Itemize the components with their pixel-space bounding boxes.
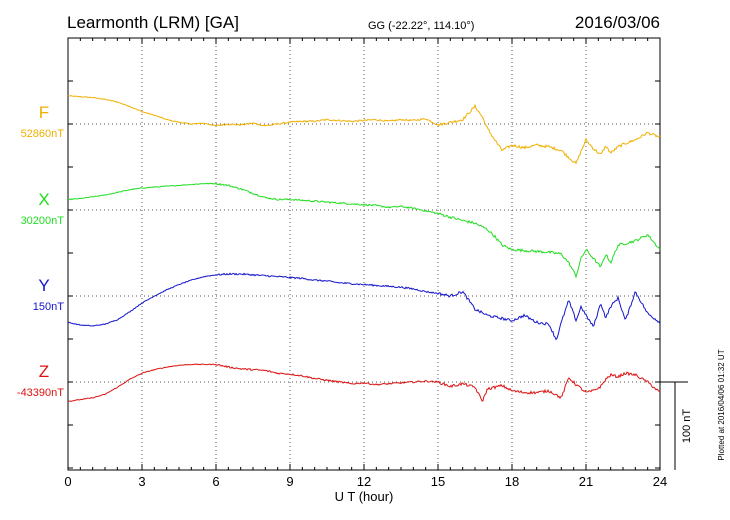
series-layer xyxy=(67,95,661,402)
x-tick-label: 12 xyxy=(357,474,371,489)
channel-labels: F 52860nT X 30200nT Y 150nT Z -43390nT xyxy=(17,103,64,399)
baseline-label-y: 150nT xyxy=(33,301,64,313)
date-label: 2016/03/06 xyxy=(575,13,660,32)
x-tick-label: 3 xyxy=(138,474,145,489)
x-tick-label: 24 xyxy=(653,474,667,489)
x-axis: 0 3 6 9 12 15 18 21 24 xyxy=(64,38,667,489)
x-tick-label: 18 xyxy=(505,474,519,489)
x-tick-label: 15 xyxy=(431,474,445,489)
series-line-f xyxy=(67,95,661,165)
x-tick-label: 9 xyxy=(286,474,293,489)
x-tick-label: 0 xyxy=(64,474,71,489)
x-tick-label: 6 xyxy=(212,474,219,489)
channel-name-x: X xyxy=(38,190,49,209)
scale-bar-label: 100 nT xyxy=(681,409,693,444)
series-line-x xyxy=(67,182,661,279)
channel-name-f: F xyxy=(39,103,49,122)
coordinates-label: GG (-22.22°, 114.10°) xyxy=(368,20,474,32)
scale-bar: 100 nT xyxy=(660,381,693,470)
x-axis-title: U T (hour) xyxy=(335,489,394,504)
series-line-y xyxy=(67,272,661,341)
series-line-z xyxy=(67,363,661,402)
channel-name-y: Y xyxy=(38,276,49,295)
station-title: Learmonth (LRM) [GA] xyxy=(67,13,239,32)
baseline-label-z: -43390nT xyxy=(17,387,64,399)
baseline-label-f: 52860nT xyxy=(21,128,65,140)
plotted-at-note: Plotted at 2016/04/06 01:32 UT xyxy=(717,349,726,460)
channel-name-z: Z xyxy=(39,362,49,381)
baseline-label-x: 30200nT xyxy=(21,215,65,227)
grid xyxy=(68,38,660,470)
x-tick-label: 21 xyxy=(579,474,593,489)
